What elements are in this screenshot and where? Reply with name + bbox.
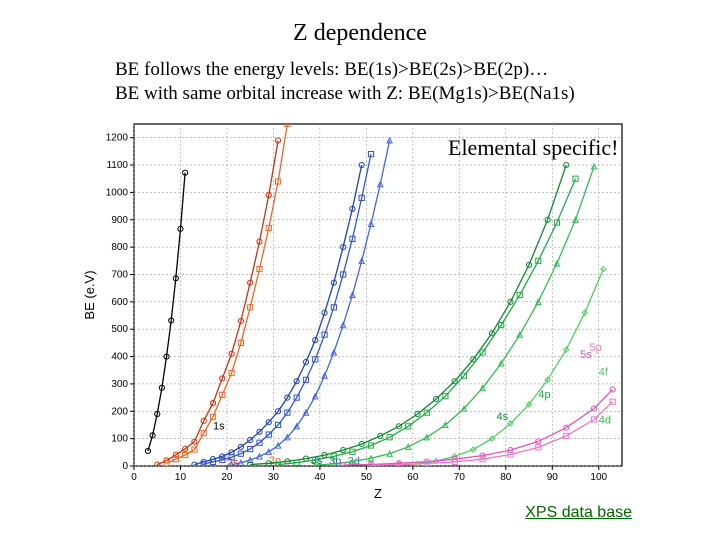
svg-text:30: 30: [268, 472, 280, 483]
svg-text:300: 300: [111, 379, 128, 390]
annotation-elemental-specific: Elemental specific!: [448, 135, 618, 161]
svg-text:20: 20: [221, 472, 233, 483]
svg-text:Z: Z: [374, 486, 382, 501]
svg-text:700: 700: [111, 269, 128, 280]
svg-text:500: 500: [111, 324, 128, 335]
svg-text:0: 0: [122, 461, 128, 472]
svg-text:90: 90: [547, 472, 559, 483]
svg-text:600: 600: [111, 297, 128, 308]
svg-text:400: 400: [111, 352, 128, 363]
svg-text:1100: 1100: [106, 160, 128, 171]
svg-text:100: 100: [590, 472, 607, 483]
svg-text:100: 100: [111, 434, 128, 445]
svg-text:40: 40: [314, 472, 326, 483]
svg-text:50: 50: [361, 472, 373, 483]
svg-text:4p: 4p: [538, 389, 550, 401]
svg-text:1200: 1200: [106, 133, 129, 144]
bullet-line-2: BE with same orbital increase with Z: BE…: [115, 82, 675, 106]
svg-text:4d: 4d: [599, 415, 611, 427]
svg-text:900: 900: [111, 215, 128, 226]
bullet-line-1: BE follows the energy levels: BE(1s)>BE(…: [115, 58, 675, 82]
be-vs-z-chart: 0102030405060708090100010020030040050060…: [78, 104, 634, 504]
bullet-text: BE follows the energy levels: BE(1s)>BE(…: [115, 58, 675, 106]
xps-database-link[interactable]: XPS data base: [525, 504, 632, 522]
page-title: Z dependence: [0, 20, 720, 47]
svg-text:1000: 1000: [106, 187, 129, 198]
svg-text:0: 0: [131, 472, 137, 483]
svg-text:60: 60: [407, 472, 419, 483]
svg-text:80: 80: [500, 472, 512, 483]
svg-text:BE (e.V): BE (e.V): [82, 270, 97, 319]
svg-text:1s: 1s: [213, 421, 225, 433]
svg-text:4s: 4s: [497, 411, 509, 423]
svg-text:800: 800: [111, 242, 128, 253]
svg-text:10: 10: [175, 472, 187, 483]
svg-text:70: 70: [454, 472, 466, 483]
svg-text:4f: 4f: [599, 367, 609, 379]
svg-text:5p: 5p: [589, 342, 601, 354]
svg-text:200: 200: [111, 406, 128, 417]
